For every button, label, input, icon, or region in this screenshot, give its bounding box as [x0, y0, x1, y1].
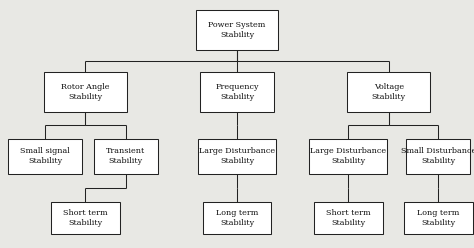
FancyBboxPatch shape — [200, 72, 274, 112]
FancyBboxPatch shape — [8, 139, 82, 174]
FancyBboxPatch shape — [94, 139, 157, 174]
FancyBboxPatch shape — [347, 72, 430, 112]
FancyBboxPatch shape — [404, 202, 473, 234]
Text: Voltage
Stability: Voltage Stability — [372, 83, 406, 101]
Text: Rotor Angle
Stability: Rotor Angle Stability — [61, 83, 109, 101]
FancyBboxPatch shape — [309, 139, 387, 174]
Text: Transient
Stability: Transient Stability — [106, 147, 145, 165]
Text: Short term
Stability: Short term Stability — [326, 209, 371, 227]
FancyBboxPatch shape — [51, 202, 119, 234]
Text: Small Disturbance
Stability: Small Disturbance Stability — [401, 147, 474, 165]
Text: Large Disturbance
Stability: Large Disturbance Stability — [310, 147, 386, 165]
FancyBboxPatch shape — [198, 139, 276, 174]
FancyBboxPatch shape — [195, 10, 278, 50]
Text: Power System
Stability: Power System Stability — [208, 21, 266, 39]
FancyBboxPatch shape — [314, 202, 383, 234]
FancyBboxPatch shape — [44, 72, 127, 112]
Text: Frequency
Stability: Frequency Stability — [215, 83, 259, 101]
Text: Short term
Stability: Short term Stability — [63, 209, 108, 227]
Text: Small signal
Stability: Small signal Stability — [20, 147, 70, 165]
Text: Long term
Stability: Long term Stability — [417, 209, 460, 227]
FancyBboxPatch shape — [202, 202, 271, 234]
FancyBboxPatch shape — [407, 139, 470, 174]
Text: Long term
Stability: Long term Stability — [216, 209, 258, 227]
Text: Large Disturbance
Stability: Large Disturbance Stability — [199, 147, 275, 165]
